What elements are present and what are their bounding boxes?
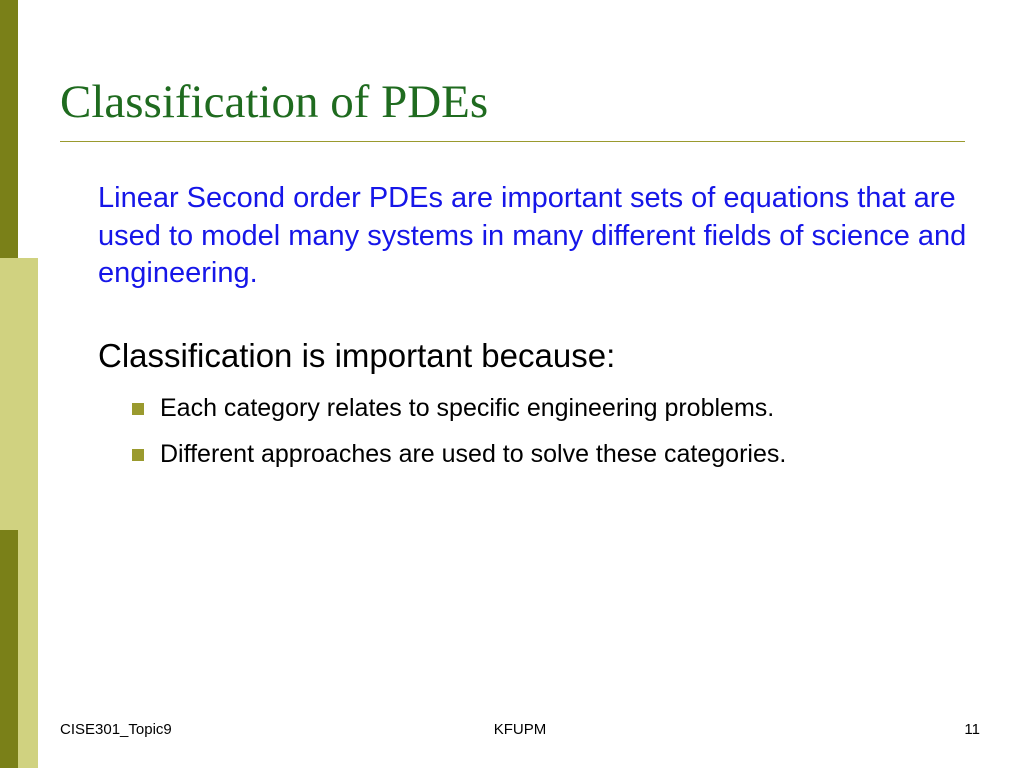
list-item: Different approaches are used to solve t… — [132, 438, 950, 470]
bullet-icon — [132, 403, 144, 415]
slide-intro-paragraph: Linear Second order PDEs are important s… — [98, 180, 970, 293]
slide-title: Classification of PDEs — [60, 75, 980, 129]
slide-subheading: Classification is important because: — [98, 335, 980, 376]
bullet-text: Different approaches are used to solve t… — [160, 438, 786, 470]
sidebar-accent-dark-lower — [0, 530, 18, 768]
footer-center: KFUPM — [494, 721, 547, 738]
footer-page-number: 11 — [964, 721, 980, 738]
slide-footer: CISE301_Topic9 KFUPM 11 — [60, 721, 980, 738]
footer-left: CISE301_Topic9 — [60, 721, 172, 738]
list-item: Each category relates to specific engine… — [132, 392, 950, 424]
bullet-text: Each category relates to specific engine… — [160, 392, 774, 424]
bullet-icon — [132, 449, 144, 461]
bullet-list: Each category relates to specific engine… — [132, 392, 950, 470]
title-underline — [60, 141, 965, 142]
slide-content: Classification of PDEs Linear Second ord… — [60, 75, 980, 484]
